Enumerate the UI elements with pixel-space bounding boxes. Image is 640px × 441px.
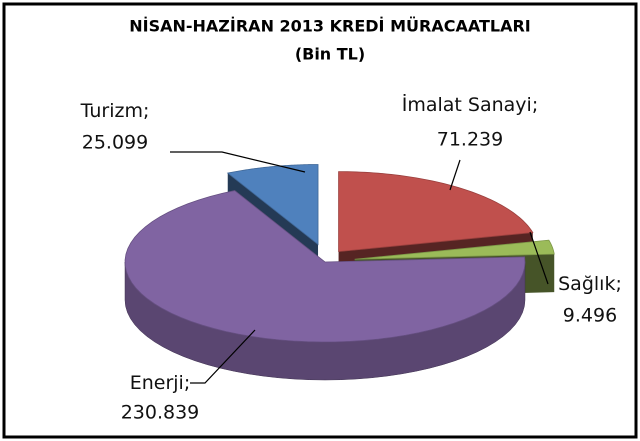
data-label-name: Turizm; bbox=[80, 100, 150, 122]
slice bbox=[338, 171, 534, 253]
label-separator: ; bbox=[532, 94, 538, 116]
leader-line bbox=[449, 159, 461, 191]
category-name: Enerji bbox=[130, 372, 184, 394]
label-separator: ; bbox=[143, 100, 149, 122]
category-name: Sağlık bbox=[558, 273, 615, 295]
leader-line bbox=[529, 231, 549, 285]
chart-title: NİSAN-HAZİRAN 2013 KREDİ MÜRACAATLARI bbox=[129, 17, 530, 36]
leader-line bbox=[190, 329, 256, 384]
data-label-value: 230.839 bbox=[121, 402, 200, 424]
slice bbox=[124, 190, 526, 343]
label-separator: ; bbox=[615, 273, 621, 295]
data-label-name: İmalat Sanayi; bbox=[402, 93, 538, 116]
category-name: İmalat Sanayi bbox=[402, 93, 532, 116]
slice bbox=[226, 164, 319, 246]
leader-line bbox=[170, 151, 306, 173]
slice bbox=[354, 239, 555, 260]
label-separator: ; bbox=[184, 372, 190, 394]
chart-subtitle: (Bin TL) bbox=[295, 45, 365, 64]
category-name: Turizm bbox=[80, 100, 143, 122]
data-label-name: Sağlık; bbox=[558, 273, 622, 295]
data-label-value: 71.239 bbox=[437, 129, 503, 151]
data-label-name: Enerji; bbox=[130, 372, 191, 394]
data-label-value: 9.496 bbox=[563, 305, 617, 327]
data-label-value: 25.099 bbox=[82, 132, 148, 154]
